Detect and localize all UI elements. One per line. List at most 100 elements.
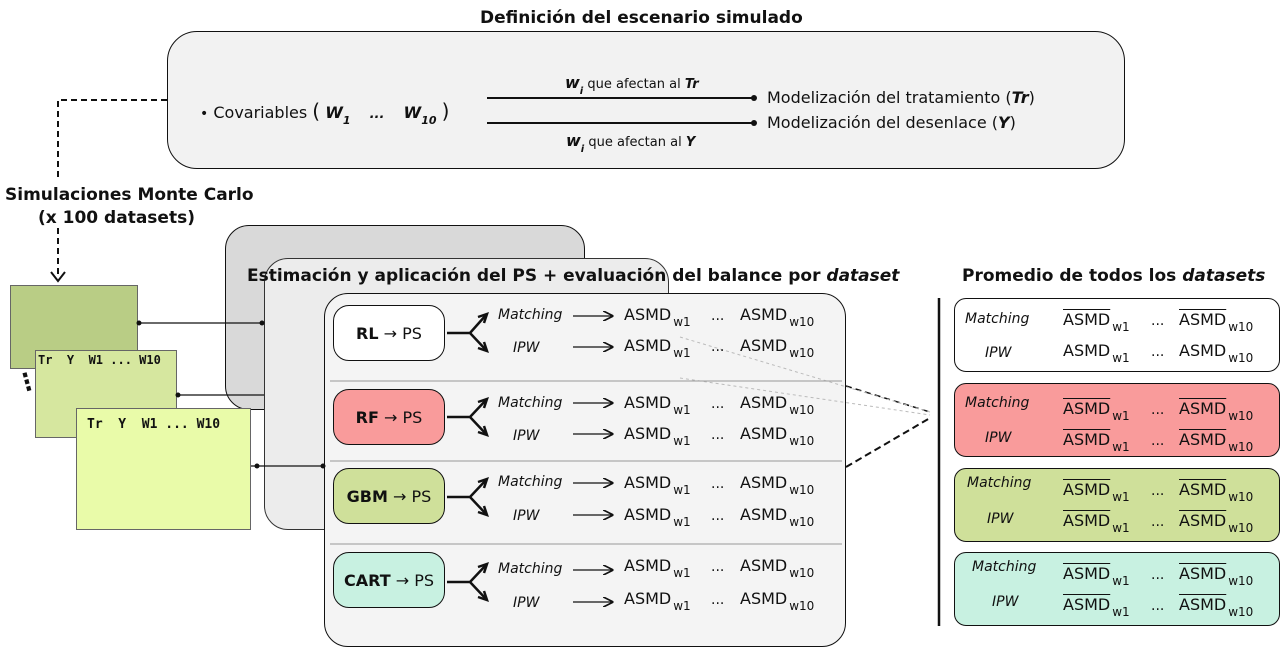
avg-cart-matching-w1: ASMD w1 [1063,564,1130,588]
bottom-arrow-w-sub: i [580,144,585,155]
method-rl-name: RL [356,323,379,343]
avg-rl-ipw-dots: ... [1151,344,1165,360]
covariates-label: Covariables [213,103,308,122]
w-last: W [403,103,422,122]
cart-ipw-asmd-w1: ASMD w1 [624,589,691,613]
bullet-icon: • [200,106,209,122]
gbm-matching-asmd-w10: ASMD w10 [740,473,815,497]
cart-matching-dots: ... [711,559,725,575]
avg-rl-matching-w1: ASMD w1 [1063,310,1130,334]
rf-matching-asmd-w1: ASMD w1 [624,393,691,417]
cart-matching-asmd-w10: ASMD w10 [740,556,815,580]
rl-matching-dots: ... [711,308,725,324]
covariates-ellipsis: ... [369,107,385,122]
dataset-sheet-3: Tr Y W1 ... W10 [76,408,251,530]
avg-rf-matching-dots: ... [1151,402,1165,418]
rf-matching-asmd-w10: ASMD w10 [740,393,815,417]
top-arrow-text: que afectan al [587,77,681,92]
rl-fork [447,314,612,353]
method-gbm-name: GBM [346,486,388,506]
avg-rl-ipw-w1: ASMD w1 [1063,341,1130,365]
rf-ipw-label: IPW [513,428,540,444]
cart-ipw-asmd-w10: ASMD w10 [740,589,815,613]
avg-gbm-ipw-dots: ... [1151,514,1165,530]
avg-rf-ipw-w10: ASMD w10 [1179,430,1254,454]
rf-fork [447,397,612,435]
avg-rl-matching-label: Matching [965,311,1030,327]
method-cart-ps: PS [414,570,435,590]
w-first-sub: 1 [342,114,351,127]
outcome-model: Modelización del desenlace (Y) [767,113,1016,132]
gbm-fork [447,477,612,515]
top-arrow-w-sub: i [579,86,584,97]
avg-cart-matching-label: Matching [972,559,1037,575]
avg-cart-ipw-label: IPW [992,594,1019,610]
bottom-arrow-text: que afectan al [588,135,682,150]
avg-gbm-matching-label: Matching [967,475,1032,491]
avg-gbm-matching-w1: ASMD w1 [1063,480,1130,504]
rf-matching-label: Matching [498,395,563,411]
w-first: W [325,103,343,122]
method-cart: CART → PS [333,552,445,608]
avg-cart-ipw-w1: ASMD w1 [1063,595,1130,619]
avg-rl-ipw-w10: ASMD w10 [1179,341,1254,365]
treatment-label: Modelización del tratamiento [767,88,1001,107]
method-gbm: GBM → PS [333,468,445,524]
rf-ipw-asmd-w10: ASMD w10 [740,424,815,448]
method-rl-ps: PS [402,323,422,343]
cart-matching-asmd-w1: ASMD w1 [624,556,691,580]
cart-matching-label: Matching [498,561,563,577]
rl-ipw-asmd-w10: ASMD w10 [740,336,815,360]
avg-cart-ipw-w10: ASMD w10 [1179,595,1254,619]
estimation-title-italic: dataset [826,266,900,286]
rf-matching-dots: ... [711,396,725,412]
arrow-icon: → [384,407,398,427]
rl-matching-label: Matching [498,307,563,323]
covariates-line: • Covariables ( W1 ... W10 ) [200,99,450,127]
avg-gbm-matching-dots: ... [1151,483,1165,499]
average-title-main: Promedio de todos los [962,266,1183,286]
avg-gbm-matching-w10: ASMD w10 [1179,480,1254,504]
avg-rf-matching-w1: ASMD w1 [1063,399,1130,423]
avg-cart-matching-dots: ... [1151,567,1165,583]
gbm-ipw-dots: ... [711,508,725,524]
top-arrow-target: Tr [684,77,699,92]
gbm-matching-label: Matching [498,474,563,490]
bottom-arrow-label: wi que afectan al Y [566,131,696,155]
gbm-matching-asmd-w1: ASMD w1 [624,473,691,497]
rl-ipw-label: IPW [513,340,540,356]
method-rf-ps: PS [402,407,423,427]
average-title: Promedio de todos los datasets [962,266,1265,286]
gbm-ipw-label: IPW [513,508,540,524]
cart-ipw-dots: ... [711,592,725,608]
gbm-ipw-asmd-w1: ASMD w1 [624,505,691,529]
estimation-title-main: Estimación y aplicación del PS + evaluac… [247,266,827,286]
avg-rf-matching-label: Matching [965,395,1030,411]
treatment-model: Modelización del tratamiento (Tr) [767,88,1035,107]
rf-ipw-asmd-w1: ASMD w1 [624,424,691,448]
cart-fork [447,562,612,602]
avg-rl-matching-w10: ASMD w10 [1179,310,1254,334]
bottom-arrow-target: Y [685,135,696,150]
avg-gbm-ipw-w1: ASMD w1 [1063,511,1130,535]
average-box-gbm: Matching IPW ASMD w1 ... ASMD w10 ASMD w1 .… [954,468,1280,542]
rl-matching-asmd-w10: ASMD w10 [740,305,815,329]
scenario-box [167,31,1125,169]
avg-rf-ipw-w1: ASMD w1 [1063,430,1130,454]
average-title-italic: datasets [1182,266,1266,286]
avg-gbm-ipw-w10: ASMD w10 [1179,511,1254,535]
sheet-3-header: Tr Y W1 ... W10 [87,417,221,432]
outcome-label: Modelización del desenlace [767,113,987,132]
cart-ipw-label: IPW [513,595,540,611]
method-gbm-ps: PS [411,486,432,506]
gbm-matching-dots: ... [711,476,725,492]
avg-cart-matching-w10: ASMD w10 [1179,564,1254,588]
avg-cart-ipw-dots: ... [1151,598,1165,614]
rl-ipw-asmd-w1: ASMD w1 [624,336,691,360]
rf-ipw-dots: ... [711,427,725,443]
w-last-sub: 10 [421,114,437,127]
monte-carlo-subtitle: (x 100 datasets) [38,208,195,228]
average-box-rf: Matching IPW ASMD w1 ... ASMD w10 ASMD w1 .… [954,383,1280,457]
top-arrow-w: w [565,73,580,92]
